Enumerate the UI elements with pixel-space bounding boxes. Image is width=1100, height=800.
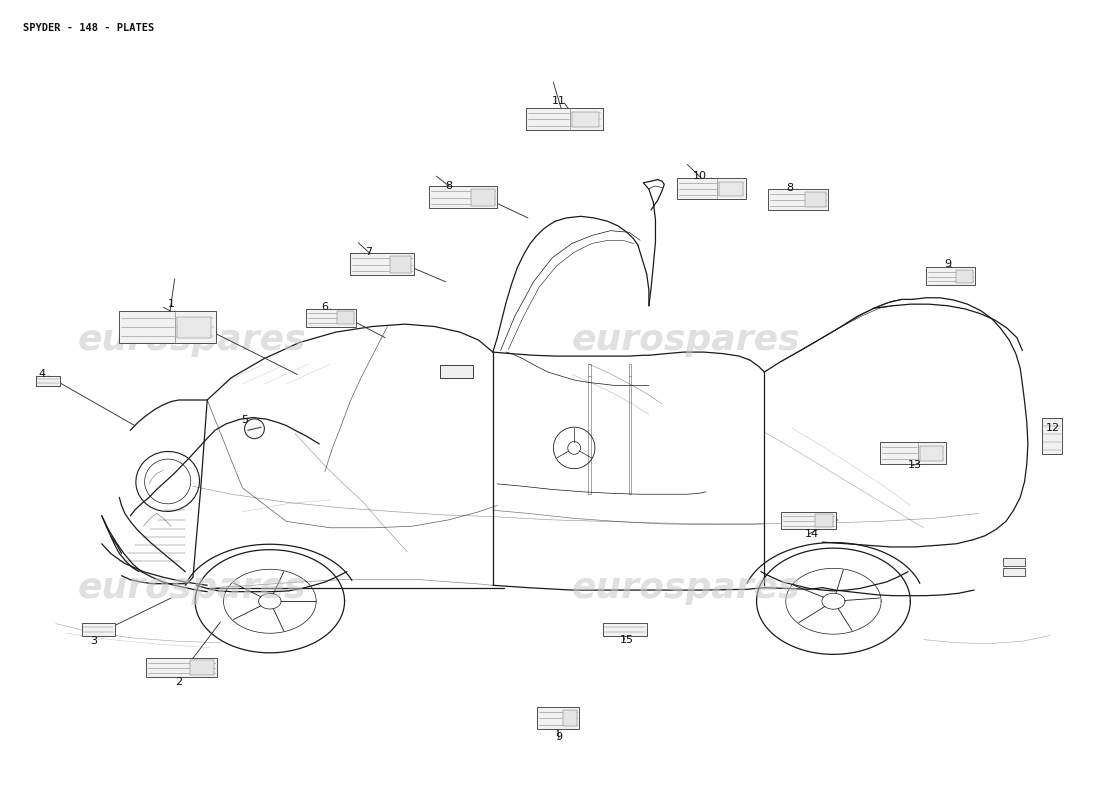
Text: 9: 9 — [556, 732, 562, 742]
Bar — [145, 658, 217, 677]
Bar — [678, 178, 746, 198]
Text: 8: 8 — [785, 182, 793, 193]
Bar — [781, 512, 836, 530]
Bar — [572, 112, 600, 126]
Bar — [119, 310, 216, 342]
Text: eurospares: eurospares — [572, 323, 801, 357]
Text: 7: 7 — [365, 247, 372, 258]
Bar — [1042, 418, 1062, 454]
Bar — [1002, 568, 1024, 576]
Bar — [440, 365, 473, 378]
Bar — [880, 442, 946, 464]
Text: 10: 10 — [692, 171, 706, 182]
Text: eurospares: eurospares — [572, 570, 801, 605]
Bar — [805, 192, 825, 207]
Bar — [563, 710, 576, 726]
Text: 14: 14 — [804, 529, 818, 539]
Text: 11: 11 — [552, 95, 565, 106]
Text: eurospares: eurospares — [78, 570, 306, 605]
Circle shape — [244, 419, 264, 438]
Bar — [956, 270, 974, 283]
Text: 15: 15 — [620, 634, 634, 645]
Bar — [472, 189, 495, 206]
Bar — [82, 623, 114, 635]
Bar — [190, 661, 214, 675]
Bar — [603, 623, 647, 635]
Bar — [36, 376, 60, 386]
Bar — [1002, 558, 1024, 566]
Text: 4: 4 — [39, 370, 46, 379]
Bar — [177, 317, 211, 338]
Bar — [537, 706, 579, 729]
Bar — [526, 108, 603, 130]
Text: 3: 3 — [90, 636, 98, 646]
Bar — [920, 446, 943, 461]
Text: 13: 13 — [908, 461, 922, 470]
Text: 12: 12 — [1046, 423, 1060, 433]
Text: 9: 9 — [944, 259, 952, 270]
Bar — [389, 256, 411, 273]
Bar — [719, 182, 742, 196]
Text: 1: 1 — [167, 299, 175, 309]
Text: 6: 6 — [321, 302, 328, 311]
Bar — [926, 267, 976, 285]
Bar — [815, 514, 834, 527]
Bar — [306, 309, 355, 326]
Text: eurospares: eurospares — [78, 323, 306, 357]
Bar — [429, 186, 497, 208]
Bar — [350, 253, 414, 275]
Text: SPYDER - 148 - PLATES: SPYDER - 148 - PLATES — [23, 22, 154, 33]
Text: 8: 8 — [446, 181, 452, 191]
Bar — [768, 189, 828, 210]
Bar — [337, 311, 353, 325]
Text: 2: 2 — [175, 677, 183, 687]
Text: 5: 5 — [241, 415, 249, 425]
